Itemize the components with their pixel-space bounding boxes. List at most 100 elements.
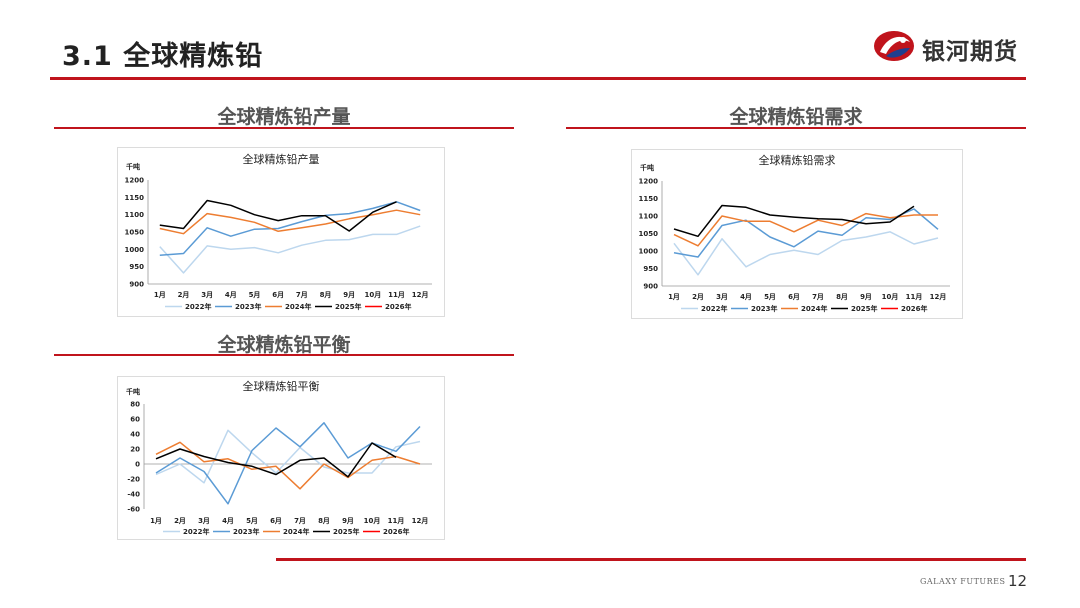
- x-tick-label: 5月: [246, 517, 258, 525]
- chart-title: 全球精炼铅平衡: [243, 379, 320, 393]
- series-line-2022: [159, 225, 421, 274]
- slide-title: 3.1 全球精炼铅: [62, 41, 264, 72]
- x-tick-label: 2月: [178, 291, 190, 299]
- x-tick-label: 3月: [201, 291, 213, 299]
- y-tick-label: 1150: [639, 195, 659, 203]
- x-tick-label: 7月: [812, 293, 824, 301]
- page-number: 12: [1008, 572, 1028, 590]
- series-line-2023: [155, 422, 421, 505]
- x-tick-label: 9月: [860, 293, 872, 301]
- y-tick-label: 1000: [125, 246, 145, 254]
- legend-label-2024: 2024年: [801, 304, 827, 313]
- series-line-2022: [673, 231, 939, 276]
- series-line-2023: [159, 201, 421, 256]
- y-tick-label: 1050: [639, 230, 659, 238]
- x-tick-label: 6月: [272, 291, 284, 299]
- section-rule-demand: [566, 127, 1026, 129]
- series-line-2025: [673, 204, 915, 238]
- x-tick-label: 8月: [320, 291, 332, 299]
- y-tick-label: 1100: [639, 213, 659, 221]
- y-tick-label: 40: [130, 431, 140, 439]
- x-tick-label: 5月: [249, 291, 261, 299]
- section-title-balance: 全球精炼铅平衡: [217, 334, 351, 356]
- x-tick-label: 11月: [906, 293, 923, 301]
- series-line-2022: [155, 429, 421, 484]
- footer-brand: GALAXY FUTURES: [920, 577, 1006, 586]
- x-tick-label: 10月: [364, 291, 381, 299]
- y-tick-label: 1200: [125, 177, 145, 185]
- x-tick-label: 1月: [150, 517, 162, 525]
- x-tick-label: 1月: [154, 291, 166, 299]
- y-tick-label: -20: [127, 476, 140, 484]
- legend-label-2024: 2024年: [285, 302, 311, 311]
- unit-label: 千吨: [640, 163, 654, 172]
- y-tick-label: -60: [127, 506, 140, 514]
- unit-label: 千吨: [126, 387, 140, 396]
- series-line-2025: [159, 199, 397, 232]
- chart-title: 全球精炼铅需求: [759, 153, 836, 167]
- y-tick-label: 900: [129, 281, 144, 289]
- section-title-production: 全球精炼铅产量: [217, 106, 351, 128]
- chart-demand: 全球精炼铅需求 千吨 900 950 1000 1050 1100 1150 1200 1月 2月 3…: [631, 149, 963, 319]
- x-tick-label: 8月: [318, 517, 330, 525]
- legend-label-2025: 2025年: [333, 527, 359, 536]
- x-tick-label: 1月: [668, 293, 680, 301]
- x-tick-label: 11月: [388, 517, 405, 525]
- brand: 银河期货: [872, 28, 1032, 65]
- y-tick-label: 1100: [125, 211, 145, 219]
- section-rule-balance: [54, 354, 514, 356]
- x-tick-label: 9月: [343, 291, 355, 299]
- legend-label-2026: 2026年: [385, 302, 411, 311]
- x-tick-label: 5月: [764, 293, 776, 301]
- x-tick-label: 11月: [388, 291, 405, 299]
- y-tick-label: 60: [130, 416, 140, 424]
- x-tick-label: 7月: [294, 517, 306, 525]
- y-tick-label: 20: [130, 446, 140, 454]
- x-tick-label: 9月: [342, 517, 354, 525]
- y-tick-label: -40: [127, 491, 140, 499]
- series-line-2025: [155, 442, 397, 478]
- series-line-2024: [159, 209, 421, 235]
- x-tick-label: 12月: [412, 291, 429, 299]
- x-tick-label: 12月: [930, 293, 947, 301]
- bottom-rule: [276, 558, 1026, 561]
- unit-label: 千吨: [126, 162, 140, 171]
- legend-label-2022: 2022年: [185, 302, 211, 311]
- series-line-2024: [673, 212, 938, 247]
- x-tick-label: 2月: [692, 293, 704, 301]
- legend-label-2022: 2022年: [183, 527, 209, 536]
- legend-label-2025: 2025年: [851, 304, 877, 313]
- x-tick-label: 10月: [364, 517, 381, 525]
- x-tick-label: 10月: [882, 293, 899, 301]
- x-tick-label: 4月: [222, 517, 234, 525]
- x-tick-label: 6月: [270, 517, 282, 525]
- x-tick-label: 4月: [225, 291, 237, 299]
- x-tick-label: 4月: [740, 293, 752, 301]
- y-tick-label: 1200: [639, 178, 659, 186]
- legend-label-2026: 2026年: [901, 304, 927, 313]
- y-tick-label: 900: [643, 283, 658, 291]
- legend-label-2023: 2023年: [233, 527, 259, 536]
- top-rule: [50, 77, 1026, 80]
- y-tick-label: 1150: [125, 194, 145, 202]
- brand-name: 银河期货: [922, 39, 1018, 65]
- section-rule-production: [54, 127, 514, 129]
- section-title-demand: 全球精炼铅需求: [729, 106, 863, 128]
- legend-label-2025: 2025年: [335, 302, 361, 311]
- y-tick-label: 1000: [639, 248, 659, 256]
- chart-balance: 全球精炼铅平衡 千吨 -60 -40 -20 0 20 40 60 80 1月 2月 3月 4月 5月 6月 7…: [117, 376, 445, 540]
- x-tick-label: 3月: [198, 517, 210, 525]
- x-tick-label: 2月: [174, 517, 186, 525]
- x-tick-label: 8月: [836, 293, 848, 301]
- legend-label-2022: 2022年: [701, 304, 727, 313]
- x-tick-label: 12月: [412, 517, 429, 525]
- series-line-2024: [155, 441, 421, 490]
- y-tick-label: 80: [130, 401, 140, 409]
- legend-label-2026: 2026年: [383, 527, 409, 536]
- legend-label-2024: 2024年: [283, 527, 309, 536]
- y-tick-label: 950: [643, 265, 658, 273]
- galaxy-logo-icon: [874, 31, 914, 61]
